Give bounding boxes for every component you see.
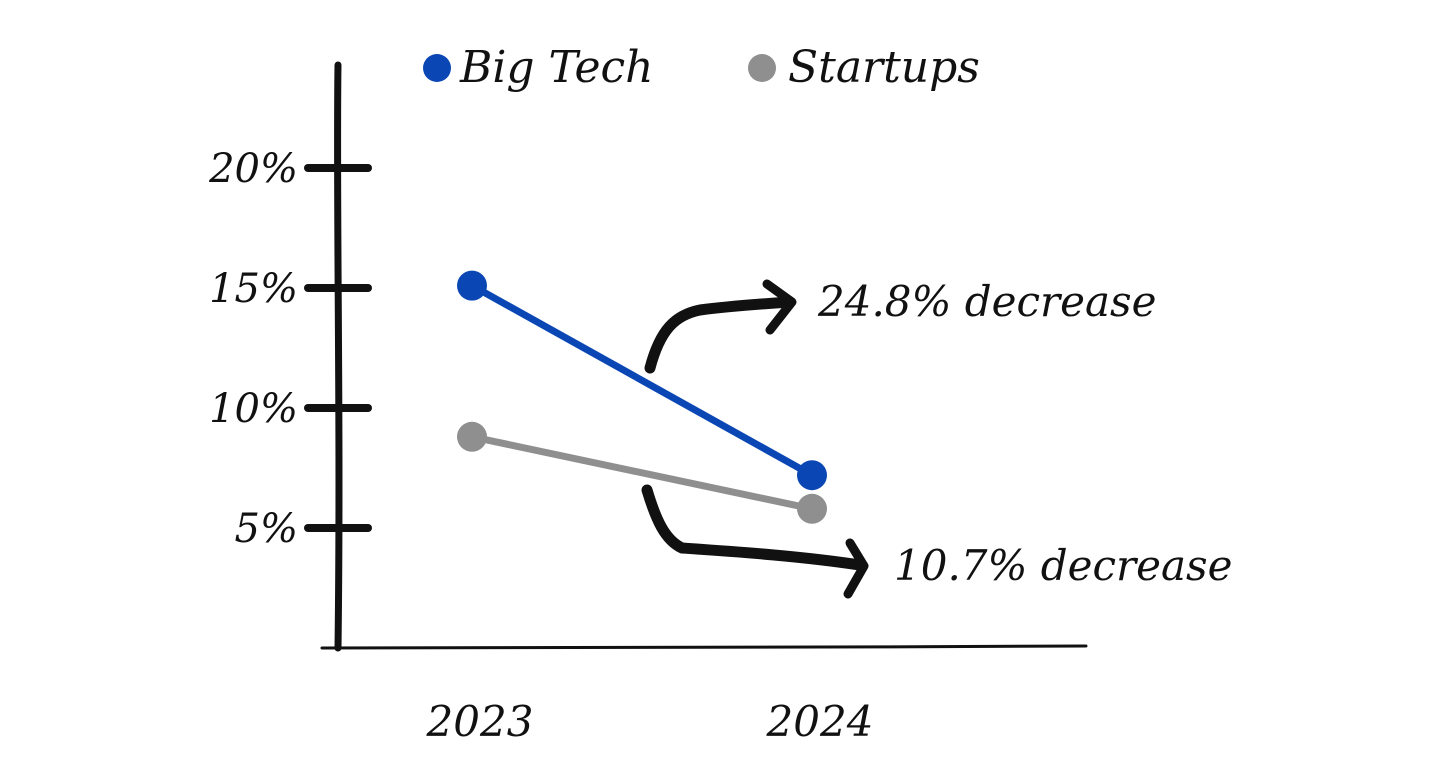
x-tick-labels: 2023 2024	[426, 697, 874, 746]
x-axis	[320, 644, 1088, 650]
legend-marker-big-tech	[423, 54, 451, 82]
data-point-big-tech	[457, 270, 487, 301]
legend-marker-startups	[748, 54, 776, 82]
annotations: 24.8% decrease 10.7% decrease	[817, 277, 1232, 590]
arrow-startups-shaft	[641, 484, 866, 571]
legend-label-big-tech: Big Tech	[459, 42, 654, 93]
arrow-big-tech-head	[762, 279, 797, 335]
y-ticks	[304, 164, 372, 532]
data-point-startups	[797, 493, 827, 524]
annotation-startups: 10.7% decrease	[894, 541, 1232, 590]
series-line-startups	[468, 433, 816, 513]
data-point-big-tech	[797, 460, 827, 491]
series-line-big-tech	[468, 282, 816, 479]
arrow-big-tech-shaft	[644, 296, 796, 374]
legend: Big Tech Startups	[423, 42, 980, 93]
legend-label-startups: Startups	[788, 42, 980, 93]
annotation-arrows	[641, 279, 869, 599]
y-tick-label: 20%	[208, 146, 298, 192]
x-tick-label: 2023	[426, 697, 534, 746]
x-tick-label: 2024	[766, 697, 874, 746]
axes	[320, 61, 1088, 652]
arrow-startups-head	[843, 538, 869, 599]
series-layer	[457, 270, 827, 524]
annotation-big-tech: 24.8% decrease	[817, 277, 1156, 326]
y-tick-label: 10%	[209, 386, 298, 432]
y-tick-labels: 5% 10% 15% 20%	[208, 146, 298, 552]
y-axis	[334, 61, 343, 652]
y-tick-label: 5%	[235, 506, 298, 552]
data-point-startups	[457, 421, 487, 452]
y-tick-label: 15%	[209, 266, 298, 312]
